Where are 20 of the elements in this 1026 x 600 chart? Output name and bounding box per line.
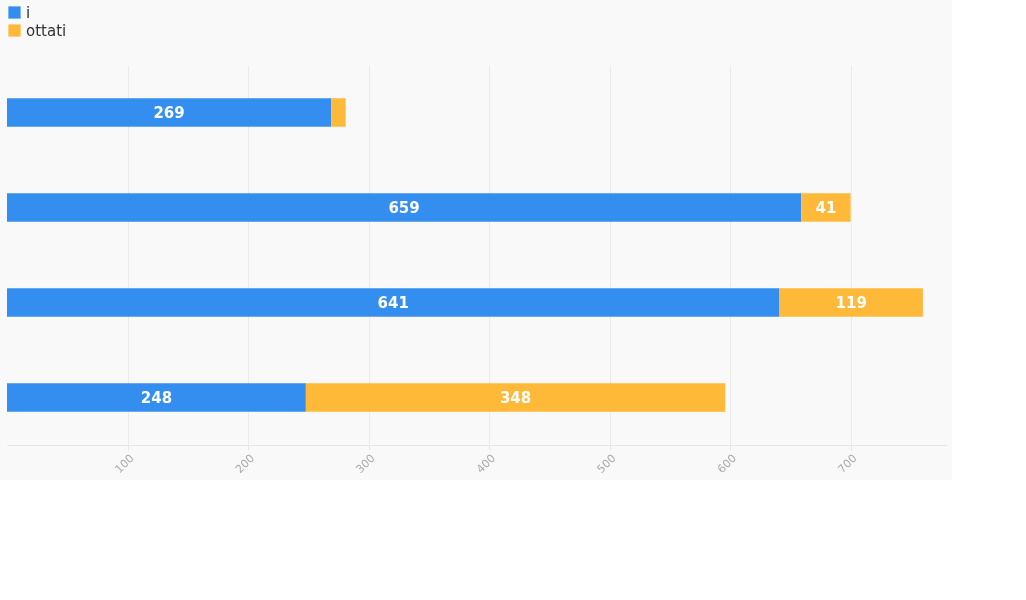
legend-label: ottati (26, 21, 67, 40)
bar (779, 288, 923, 317)
data-label: 659 (388, 198, 420, 217)
x-tick-label: 400 (473, 451, 499, 476)
data-label: 248 (140, 388, 173, 407)
bar (7, 98, 332, 127)
bar (7, 288, 780, 317)
x-tick-label: 700 (835, 451, 860, 476)
data-label: 269 (153, 103, 185, 122)
data-label: 348 (499, 388, 532, 407)
bar (305, 383, 726, 412)
data-label: 641 (377, 293, 409, 312)
data-label: 41 (815, 198, 837, 217)
legend-label: i (26, 3, 31, 22)
bar (7, 383, 306, 412)
bar (331, 98, 346, 127)
bar (801, 193, 851, 222)
data-label: 119 (835, 293, 867, 312)
x-tick-label: 600 (715, 451, 740, 476)
bar (7, 193, 802, 222)
